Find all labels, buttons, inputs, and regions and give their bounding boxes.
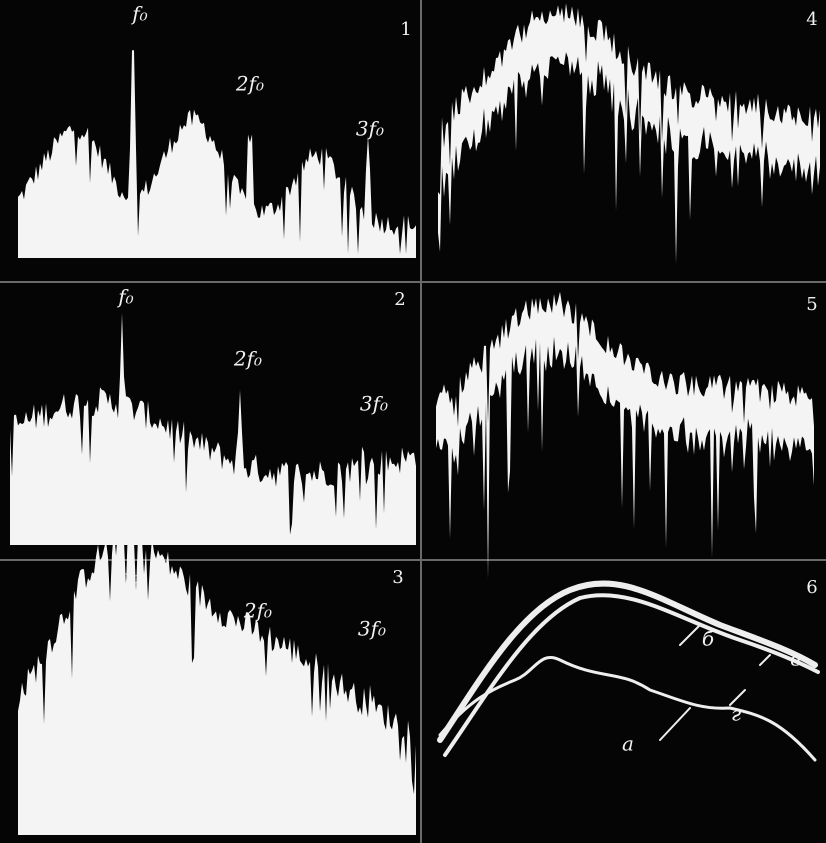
panel-number: 5 [806, 294, 817, 315]
panel-number: 6 [806, 577, 817, 598]
curve [437, 580, 818, 743]
annotation: 2f₀ [243, 599, 272, 623]
trace [18, 525, 416, 835]
annotation: г [731, 702, 741, 726]
annotation: а [622, 732, 634, 756]
curve [443, 593, 820, 757]
panel-number: 3 [392, 567, 403, 588]
panel-number: 4 [806, 9, 817, 30]
annotation: 2f₀ [233, 347, 262, 371]
annotation: f₀ [130, 2, 147, 26]
curve [438, 656, 817, 762]
panel-number: 1 [400, 19, 411, 40]
panel-number: 2 [394, 289, 405, 310]
annotation: f₀ [122, 565, 139, 589]
trace [10, 313, 416, 545]
trace [18, 50, 416, 258]
annotation: 2f₀ [235, 72, 264, 96]
panel-6-curves [437, 580, 820, 762]
annotation: в [790, 647, 802, 671]
annotation: 3f₀ [358, 617, 386, 641]
annotation: 3f₀ [356, 117, 384, 141]
leader-lines [659, 624, 771, 741]
traces [10, 3, 820, 835]
annotation: б [702, 627, 715, 651]
annotation: f₀ [116, 285, 133, 309]
trace [438, 3, 820, 264]
trace [436, 291, 814, 579]
annotation: 3f₀ [360, 392, 388, 416]
